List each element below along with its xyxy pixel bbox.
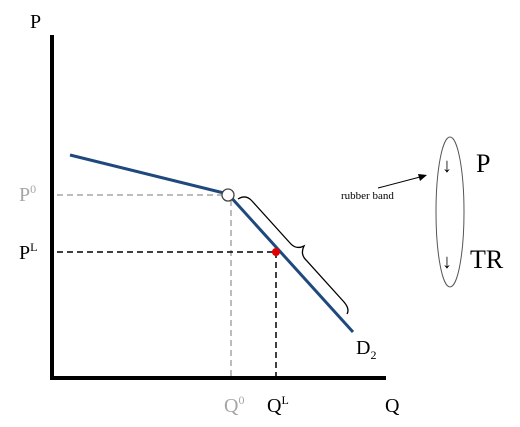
label-base: Q <box>267 395 282 417</box>
quantity-label: Q0 <box>224 393 244 417</box>
curve-label: D2 <box>356 337 376 362</box>
label-sup: L <box>281 393 288 407</box>
annotation: rubber band <box>341 190 394 202</box>
demand-curve <box>69 153 355 334</box>
effect-arrow: ↓ <box>442 155 452 177</box>
label-sub: 2 <box>370 348 376 362</box>
y-axis-label: P <box>30 11 41 33</box>
label-sup: 0 <box>30 182 36 196</box>
label-base: P <box>19 184 30 206</box>
effect-label: TR <box>470 245 504 274</box>
label-sup: L <box>30 240 37 254</box>
effect-label: P <box>476 149 490 178</box>
new-point <box>272 248 280 256</box>
effect-arrow: ↓ <box>442 251 452 273</box>
label-base: P <box>19 242 30 264</box>
effects-ellipse <box>435 136 465 288</box>
price-label: P0 <box>19 182 36 206</box>
label-base: Q <box>224 395 239 417</box>
x-axis-label: Q <box>385 395 400 417</box>
label-sup: 0 <box>238 393 244 407</box>
label-base: D <box>356 337 370 359</box>
quantity-label: QL <box>267 393 289 417</box>
brace <box>237 196 349 315</box>
arrow-head <box>418 174 427 181</box>
price-label: PL <box>19 240 37 264</box>
kink-point <box>221 188 235 202</box>
annotation-arrow <box>377 176 421 189</box>
